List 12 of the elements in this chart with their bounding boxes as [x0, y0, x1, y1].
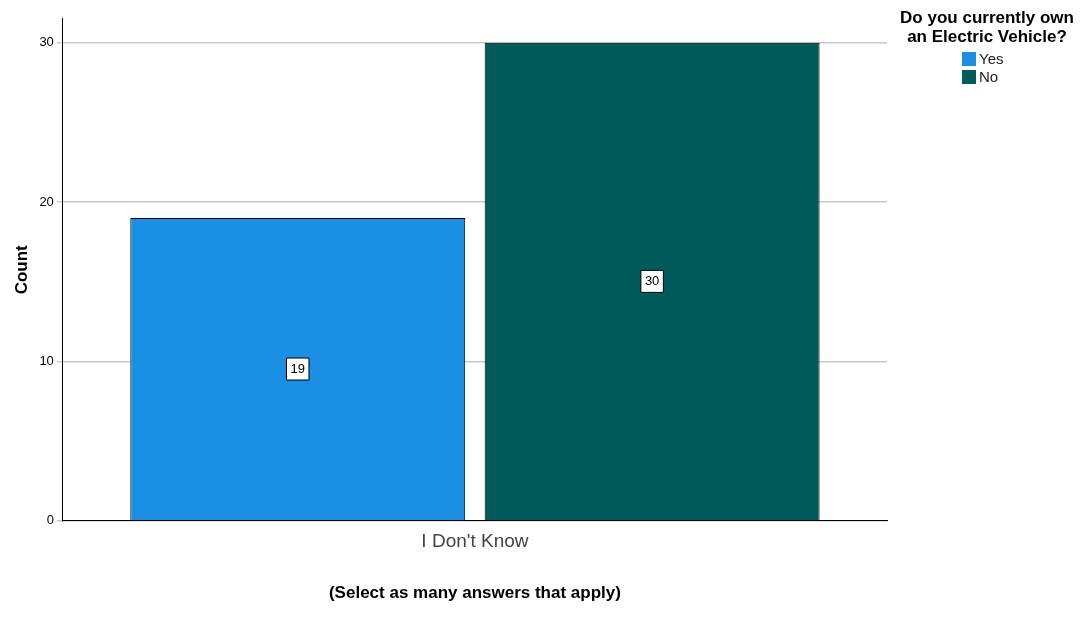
y-tick-label: 20 — [39, 193, 54, 209]
legend-title: Do you currently own an Electric Vehicle? — [899, 8, 1075, 46]
y-axis-title: Count — [11, 244, 31, 295]
data-label: 30 — [644, 272, 660, 288]
x-axis-title: (Select as many answers that apply) — [328, 583, 621, 603]
legend-label: Yes — [979, 50, 1004, 68]
y-tick-label: 0 — [46, 512, 54, 528]
legend-label: No — [979, 68, 999, 86]
y-tick-label: 10 — [39, 353, 54, 369]
y-tick-label: 30 — [39, 34, 54, 50]
data-label: 19 — [290, 360, 305, 376]
x-tick-label: I Don't Know — [421, 530, 529, 552]
